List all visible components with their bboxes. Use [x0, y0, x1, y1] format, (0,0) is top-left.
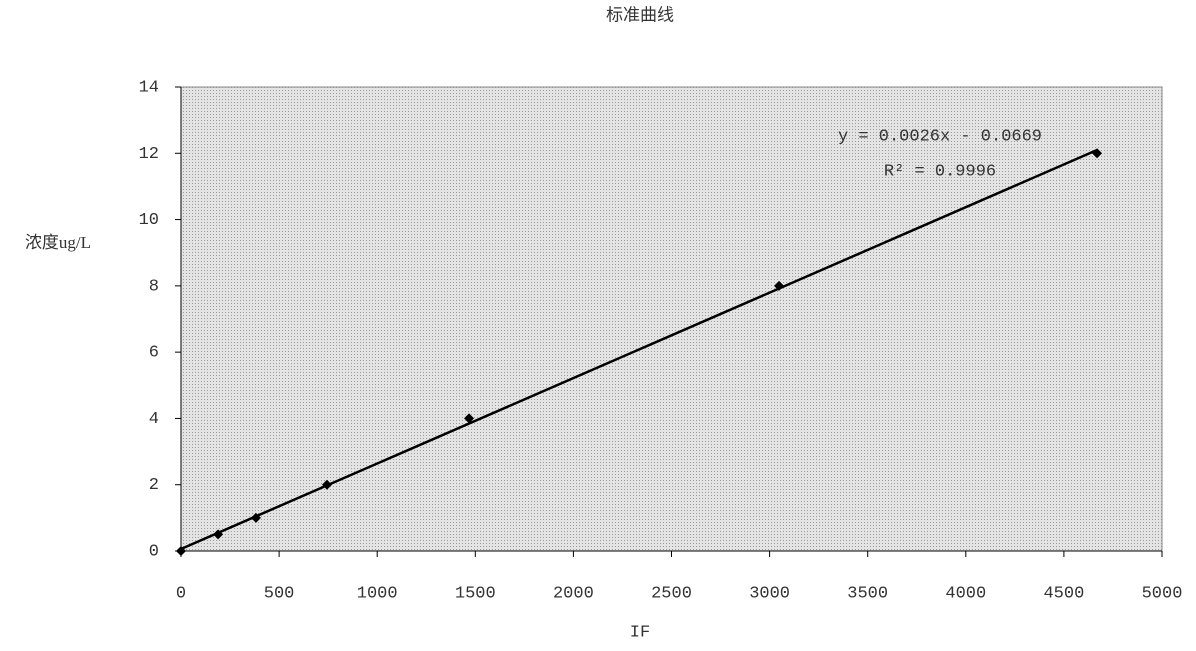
- y-tick-label: 12: [139, 145, 159, 164]
- x-tick-label: 4000: [945, 584, 986, 603]
- x-tick-label: 2500: [651, 584, 692, 603]
- chart-title: 标准曲线: [606, 5, 674, 26]
- data-point: [176, 546, 186, 556]
- plot-area: [180, 86, 1163, 552]
- equation-annotation: y = 0.0026x - 0.0669: [838, 127, 1042, 146]
- y-tick-label: 0: [149, 542, 159, 561]
- x-tick-label: 4500: [1043, 584, 1084, 603]
- data-point: [464, 413, 475, 424]
- x-tick-label: 3500: [847, 584, 888, 603]
- data-point: [321, 479, 332, 490]
- y-tick-label: 6: [149, 344, 159, 363]
- trendline: [180, 148, 1098, 551]
- data-point: [250, 512, 261, 523]
- data-point: [1092, 148, 1103, 159]
- x-tick-label: 1000: [357, 584, 398, 603]
- data-point: [213, 529, 224, 540]
- x-tick-label: 1500: [455, 584, 496, 603]
- x-tick-label: 0: [176, 584, 186, 603]
- x-tick-label: 2000: [553, 584, 594, 603]
- r-squared-annotation: R² = 0.9996: [884, 162, 996, 181]
- y-tick-label: 10: [139, 211, 159, 230]
- y-tick-label: 2: [149, 476, 159, 495]
- x-tick-label: 5000: [1142, 584, 1183, 603]
- data-point: [774, 280, 785, 291]
- y-axis-label: 浓度ug/L: [25, 233, 91, 252]
- x-axis-label: IF: [630, 623, 650, 642]
- y-tick-label: 14: [139, 78, 159, 97]
- x-tick-label: 3000: [749, 584, 790, 603]
- x-tick-label: 500: [264, 584, 295, 603]
- y-tick-label: 8: [149, 277, 159, 296]
- y-tick-label: 4: [149, 410, 159, 429]
